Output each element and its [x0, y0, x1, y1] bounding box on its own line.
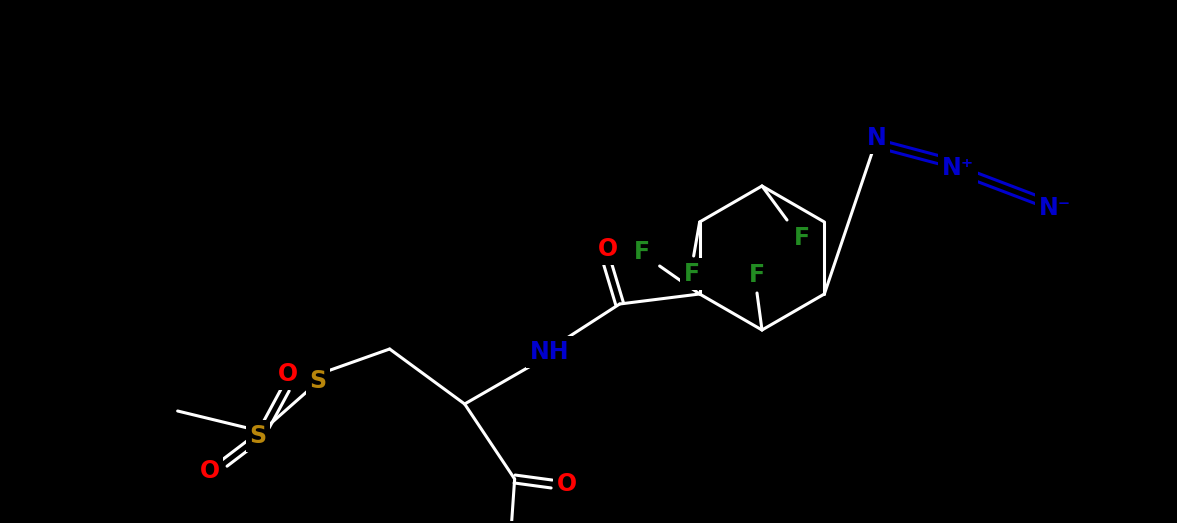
Text: F: F	[684, 262, 699, 286]
Text: O: O	[598, 237, 618, 261]
Text: O: O	[278, 362, 298, 386]
Text: S: S	[310, 369, 326, 393]
Text: N⁺: N⁺	[942, 156, 975, 180]
Text: F: F	[633, 240, 650, 264]
Text: F: F	[749, 263, 765, 287]
Text: N: N	[867, 126, 887, 150]
Text: NH: NH	[530, 340, 570, 364]
Text: N⁻: N⁻	[1039, 196, 1071, 220]
Text: F: F	[794, 226, 810, 250]
Text: O: O	[200, 459, 220, 483]
Text: S: S	[250, 424, 266, 448]
Text: O: O	[557, 472, 577, 496]
